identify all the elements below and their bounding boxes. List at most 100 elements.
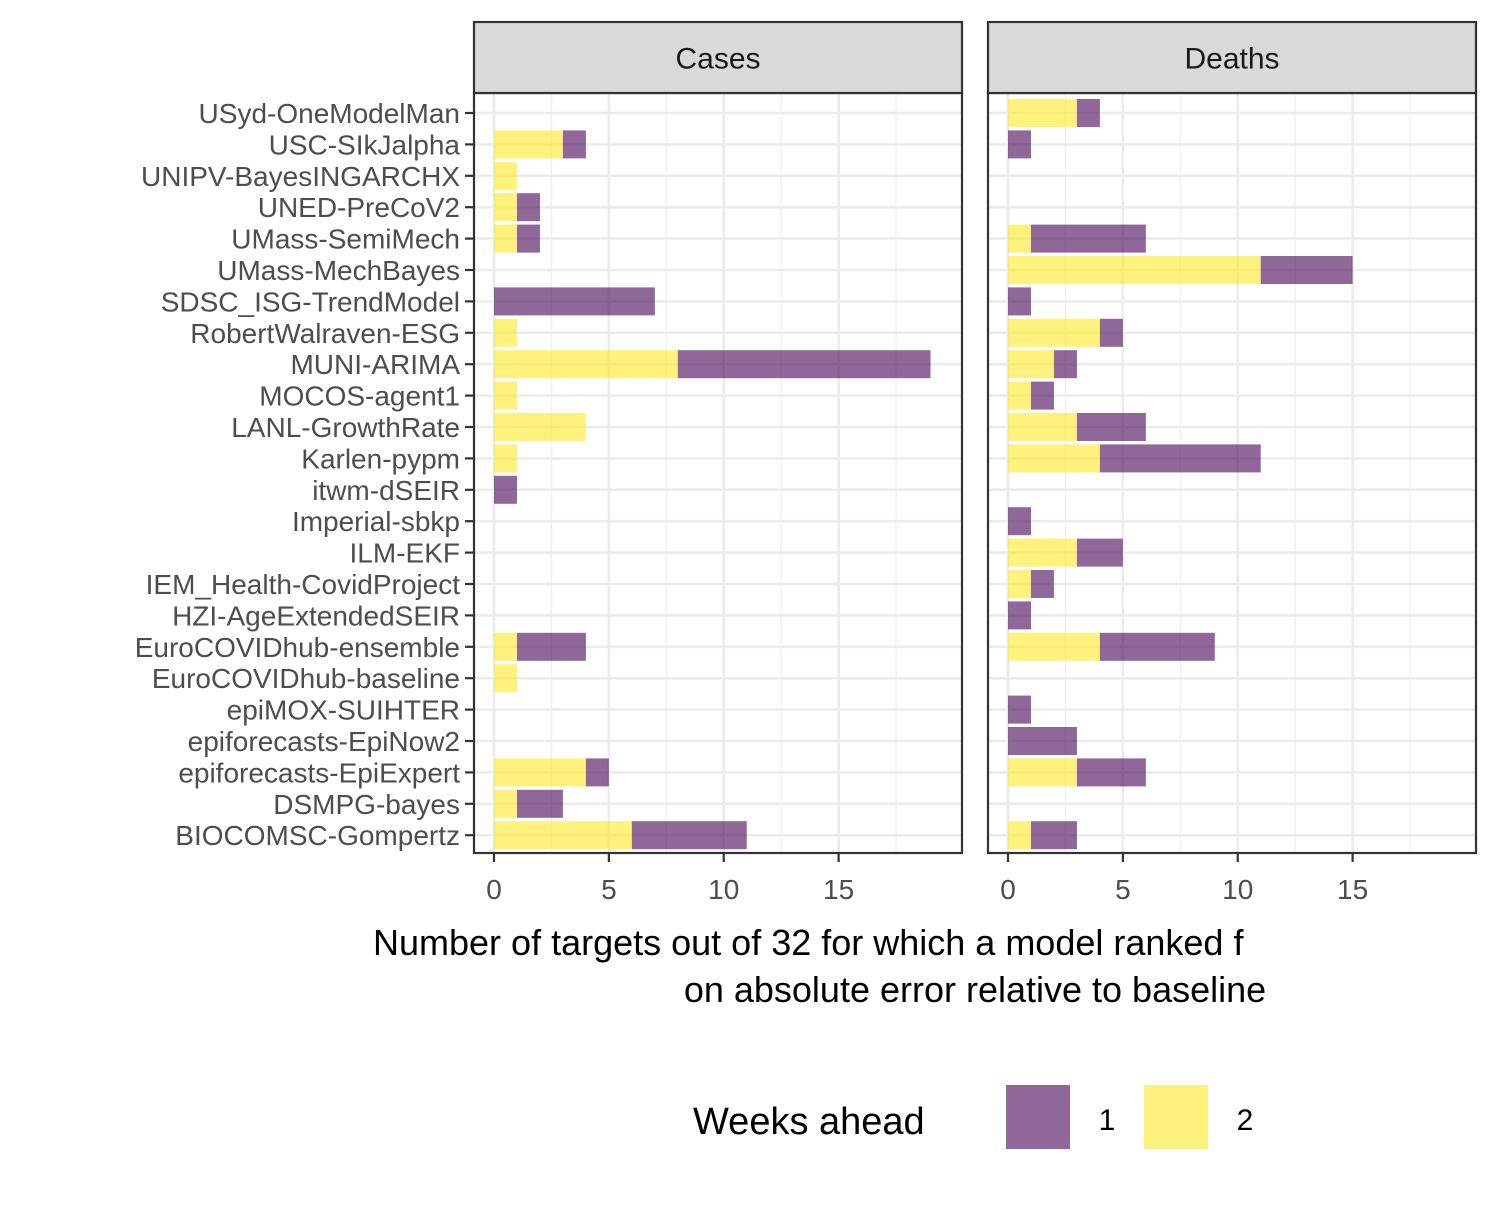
- y-tick-label-usyd-onemodelman: USyd-OneModelMan: [199, 98, 460, 129]
- bar-deaths-week2-usyd-onemodelman: [1008, 99, 1077, 127]
- bar-cases-week2-eurocovidhub-baseline: [494, 664, 517, 693]
- bar-cases-week1-umass-semimech: [516, 224, 540, 253]
- bar-deaths-week2-lanl-growthrate: [1008, 413, 1077, 441]
- bar-deaths-week1-lanl-growthrate: [1076, 413, 1146, 441]
- bar-deaths-week2-karlen-pypm: [1008, 444, 1100, 473]
- y-tick-label-itwm-dseir: itwm-dSEIR: [312, 475, 460, 506]
- y-tick-label-hzi-ageextendedseir: HZI-AgeExtendedSEIR: [172, 600, 460, 631]
- bar-deaths-week1-epimox-suihter: [1008, 695, 1031, 724]
- bar-cases-week1-eurocovidhub-ensemble: [516, 632, 586, 661]
- bar-deaths-week1-biocomsc-gompertz: [1030, 821, 1077, 850]
- bar-deaths-week2-umass-semimech: [1008, 224, 1031, 253]
- bar-cases-week2-mocos-agent1: [494, 381, 517, 410]
- bar-deaths-week1-hzi-ageextendedseir: [1008, 601, 1031, 630]
- bar-cases-week1-dsmpg-bayes: [516, 789, 563, 818]
- bar-deaths-week1-robertwalraven-esg: [1099, 318, 1123, 347]
- y-tick-label-dsmpg-bayes: DSMPG-bayes: [273, 789, 460, 820]
- strip-label-cases: Cases: [675, 43, 760, 76]
- y-tick-label-karlen-pypm: Karlen-pypm: [301, 443, 460, 474]
- legend-title: Weeks ahead: [693, 1101, 925, 1143]
- legend-key-2: [1144, 1085, 1208, 1149]
- x-axis-title-line-1: Number of targets out of 32 for which a …: [373, 922, 1244, 963]
- strip-cases: [472, 20, 964, 95]
- bar-cases-week2-epiforecasts-epiexpert: [494, 758, 586, 787]
- y-tick-label-umass-semimech: UMass-SemiMech: [231, 224, 460, 255]
- y-tick-label-epimox-suihter: epiMOX-SUIHTER: [227, 695, 460, 726]
- y-tick-label-robertwalraven-esg: RobertWalraven-ESG: [190, 318, 460, 349]
- y-tick-label-lanl-growthrate: LANL-GrowthRate: [231, 412, 460, 443]
- panel-background-cases: [474, 93, 962, 853]
- x-tick-label-cases: 0: [486, 874, 502, 905]
- bar-cases-week1-itwm-dseir: [494, 475, 517, 504]
- bar-deaths-week2-biocomsc-gompertz: [1008, 821, 1031, 850]
- bar-deaths-week1-umass-mechbayes: [1260, 256, 1353, 284]
- x-tick-label-deaths: 5: [1115, 874, 1131, 905]
- bar-cases-week1-uned-precov2: [516, 193, 540, 222]
- bar-cases-week1-epiforecasts-epiexpert: [585, 758, 609, 787]
- y-tick-label-iem-health-covidproject: IEM_Health-CovidProject: [146, 569, 461, 600]
- bar-deaths-week1-epiforecasts-epiexpert: [1076, 758, 1146, 787]
- x-tick-label-cases: 5: [601, 874, 617, 905]
- y-tick-label-imperial-sbkp: Imperial-sbkp: [292, 506, 460, 537]
- y-tick-label-muni-arima: MUNI-ARIMA: [290, 349, 460, 380]
- bar-cases-week2-muni-arima: [494, 350, 678, 379]
- x-tick-label-cases: 10: [708, 874, 739, 905]
- bar-deaths-week1-ilm-ekf: [1076, 538, 1123, 567]
- y-tick-label-sdsc-isg-trendmodel: SDSC_ISG-TrendModel: [161, 286, 460, 317]
- legend-label-1: 1: [1099, 1104, 1116, 1137]
- y-tick-label-umass-mechbayes: UMass-MechBayes: [217, 255, 460, 286]
- bar-deaths-week1-muni-arima: [1053, 350, 1077, 379]
- x-axis-title-line-2: on absolute error relative to baseline: [684, 969, 1266, 1010]
- x-tick-label-cases: 15: [823, 874, 854, 905]
- bar-deaths-week2-epiforecasts-epiexpert: [1008, 758, 1077, 787]
- bar-deaths-week2-eurocovidhub-ensemble: [1008, 632, 1100, 661]
- bar-cases-week1-usc-sikjalpha: [562, 130, 586, 159]
- bar-deaths-week1-sdsc-isg-trendmodel: [1008, 287, 1031, 316]
- bar-deaths-week1-usyd-onemodelman: [1076, 99, 1100, 127]
- x-tick-label-deaths: 0: [1000, 874, 1016, 905]
- bar-cases-week2-uned-precov2: [494, 193, 517, 222]
- y-tick-label-eurocovidhub-baseline: EuroCOVIDhub-baseline: [152, 663, 460, 694]
- y-tick-label-uned-precov2: UNED-PreCoV2: [258, 192, 460, 223]
- y-tick-label-unipv-bayesingarchx: UNIPV-BayesINGARCHX: [141, 161, 460, 192]
- bar-cases-week2-umass-semimech: [494, 224, 517, 253]
- bar-deaths-week1-usc-sikjalpha: [1008, 130, 1031, 159]
- legend-label-2: 2: [1237, 1104, 1254, 1137]
- bar-cases-week2-unipv-bayesingarchx: [494, 161, 517, 190]
- panel-background-deaths: [988, 93, 1476, 853]
- y-tick-label-eurocovidhub-ensemble: EuroCOVIDhub-ensemble: [135, 632, 460, 663]
- y-tick-label-ilm-ekf: ILM-EKF: [350, 538, 460, 569]
- y-tick-label-epiforecasts-epiexpert: epiforecasts-EpiExpert: [178, 757, 460, 788]
- bar-deaths-week2-iem-health-covidproject: [1008, 570, 1031, 598]
- bar-deaths-week2-muni-arima: [1008, 350, 1054, 379]
- legend-key-1: [1006, 1085, 1070, 1149]
- strip-deaths: [986, 20, 1478, 95]
- bar-cases-week2-robertwalraven-esg: [494, 318, 517, 347]
- bar-deaths-week1-imperial-sbkp: [1008, 507, 1031, 536]
- bar-cases-week2-biocomsc-gompertz: [494, 821, 632, 850]
- bar-deaths-week1-epiforecasts-epinow2: [1008, 727, 1077, 755]
- bar-cases-week2-karlen-pypm: [494, 444, 517, 473]
- bar-cases-week1-sdsc-isg-trendmodel: [494, 287, 655, 316]
- bar-deaths-week2-umass-mechbayes: [1008, 256, 1261, 284]
- bar-deaths-week1-karlen-pypm: [1099, 444, 1261, 473]
- bar-cases-week2-dsmpg-bayes: [494, 789, 517, 818]
- bar-cases-week1-biocomsc-gompertz: [631, 821, 747, 850]
- bar-cases-week1-muni-arima: [677, 350, 931, 379]
- bar-deaths-week2-robertwalraven-esg: [1008, 318, 1100, 347]
- bar-cases-week2-lanl-growthrate: [494, 413, 586, 441]
- bar-deaths-week1-umass-semimech: [1030, 224, 1146, 253]
- y-tick-label-mocos-agent1: MOCOS-agent1: [259, 381, 460, 412]
- x-tick-label-deaths: 15: [1337, 874, 1368, 905]
- bar-deaths-week1-mocos-agent1: [1030, 381, 1054, 410]
- y-tick-label-biocomsc-gompertz: BIOCOMSC-Gompertz: [175, 820, 460, 851]
- bar-cases-week2-eurocovidhub-ensemble: [494, 632, 517, 661]
- bar-deaths-week1-iem-health-covidproject: [1030, 570, 1054, 598]
- bar-cases-week2-usc-sikjalpha: [494, 130, 563, 159]
- bar-deaths-week2-mocos-agent1: [1008, 381, 1031, 410]
- y-tick-label-epiforecasts-epinow2: epiforecasts-EpiNow2: [188, 726, 460, 757]
- bar-deaths-week1-eurocovidhub-ensemble: [1099, 632, 1215, 661]
- bar-deaths-week2-ilm-ekf: [1008, 538, 1077, 567]
